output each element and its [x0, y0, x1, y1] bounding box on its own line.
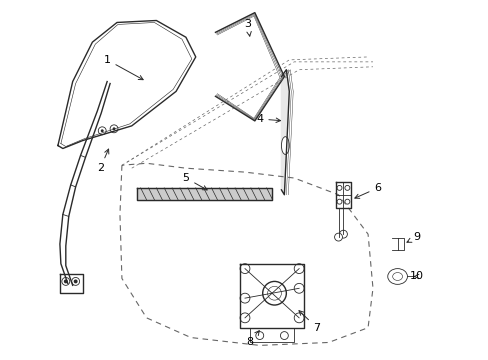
Text: 4: 4	[256, 114, 280, 124]
Circle shape	[294, 264, 304, 274]
Circle shape	[240, 313, 249, 323]
Circle shape	[344, 185, 349, 190]
Text: 1: 1	[103, 55, 143, 80]
Circle shape	[334, 233, 342, 241]
Circle shape	[62, 278, 70, 285]
Circle shape	[294, 283, 304, 293]
Ellipse shape	[281, 137, 289, 154]
Circle shape	[240, 264, 249, 274]
Circle shape	[336, 199, 341, 204]
Circle shape	[339, 230, 346, 238]
Text: 3: 3	[244, 19, 251, 36]
Ellipse shape	[392, 273, 402, 280]
Circle shape	[72, 278, 80, 285]
Polygon shape	[281, 70, 289, 195]
Text: 5: 5	[182, 173, 207, 190]
Bar	[137, 188, 271, 200]
Circle shape	[336, 185, 341, 190]
Circle shape	[74, 279, 78, 283]
Circle shape	[240, 293, 249, 303]
Text: 7: 7	[298, 311, 320, 333]
Circle shape	[344, 199, 349, 204]
Text: 10: 10	[409, 271, 424, 282]
Circle shape	[294, 313, 304, 323]
Circle shape	[267, 286, 281, 300]
Circle shape	[280, 332, 288, 339]
Circle shape	[98, 127, 106, 135]
Circle shape	[262, 282, 286, 305]
Ellipse shape	[387, 269, 407, 284]
Circle shape	[110, 125, 118, 133]
Circle shape	[255, 332, 263, 339]
Circle shape	[64, 279, 68, 283]
Circle shape	[101, 129, 103, 132]
Text: 9: 9	[406, 232, 420, 242]
Circle shape	[112, 127, 115, 130]
Text: 2: 2	[97, 149, 109, 173]
Text: 6: 6	[354, 183, 381, 198]
Text: 8: 8	[246, 331, 259, 347]
